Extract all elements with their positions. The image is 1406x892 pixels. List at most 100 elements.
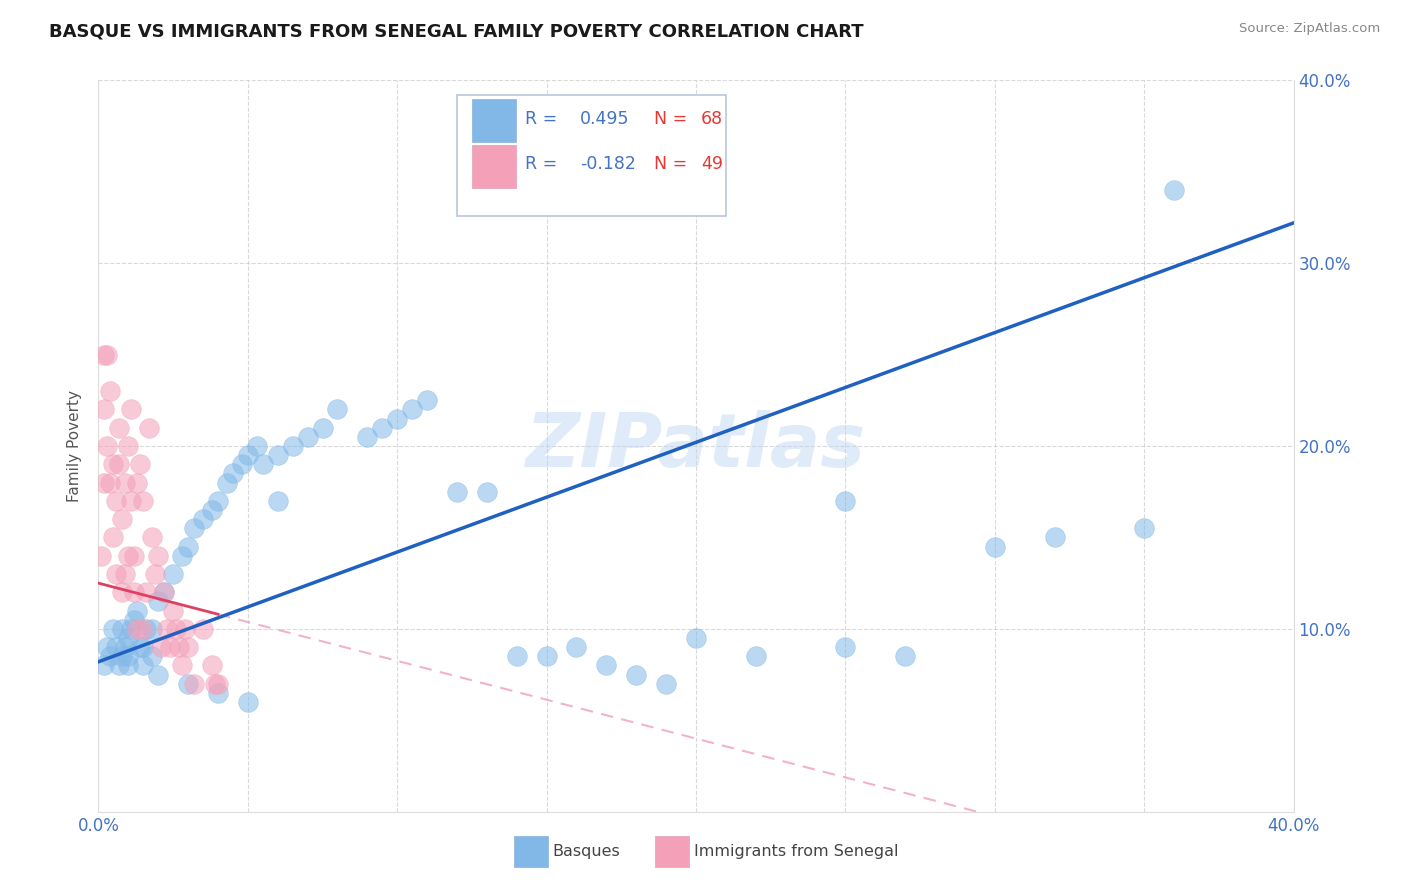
Point xyxy=(135,622,157,636)
Point xyxy=(127,603,149,617)
Point xyxy=(167,640,190,655)
Point xyxy=(246,439,269,453)
Point xyxy=(93,402,115,417)
Point xyxy=(103,530,125,544)
Point xyxy=(111,512,134,526)
Point xyxy=(141,649,163,664)
Point xyxy=(685,631,707,645)
Text: 0.495: 0.495 xyxy=(581,110,630,128)
Point xyxy=(117,439,139,453)
Point xyxy=(215,475,238,490)
Text: N =: N = xyxy=(654,155,693,173)
Text: 68: 68 xyxy=(700,110,723,128)
Point xyxy=(475,484,498,499)
Point xyxy=(356,430,378,444)
Point xyxy=(834,640,856,655)
Point xyxy=(201,503,224,517)
Point xyxy=(129,457,152,471)
Point xyxy=(120,494,142,508)
Point xyxy=(536,649,558,664)
Point xyxy=(1163,183,1185,197)
Point xyxy=(655,676,678,690)
Point xyxy=(207,676,229,690)
Point xyxy=(127,475,149,490)
Point xyxy=(191,512,214,526)
Point xyxy=(117,649,139,664)
Point xyxy=(114,567,136,582)
Point xyxy=(124,549,146,563)
Point xyxy=(132,622,155,636)
FancyBboxPatch shape xyxy=(457,95,725,216)
Point xyxy=(98,649,122,664)
Point xyxy=(183,521,205,535)
Point xyxy=(177,676,200,690)
Point xyxy=(98,475,122,490)
Point xyxy=(96,640,118,655)
Point xyxy=(93,658,115,673)
Text: Basques: Basques xyxy=(553,845,620,860)
Point xyxy=(153,585,176,599)
Point xyxy=(172,549,194,563)
Point xyxy=(117,658,139,673)
Point xyxy=(231,457,253,471)
Point xyxy=(207,494,229,508)
FancyBboxPatch shape xyxy=(472,99,516,143)
Text: BASQUE VS IMMIGRANTS FROM SENEGAL FAMILY POVERTY CORRELATION CHART: BASQUE VS IMMIGRANTS FROM SENEGAL FAMILY… xyxy=(49,22,863,40)
FancyBboxPatch shape xyxy=(472,145,516,188)
Point xyxy=(141,530,163,544)
Point xyxy=(162,603,184,617)
Point xyxy=(984,540,1007,554)
Point xyxy=(326,402,349,417)
Text: -0.182: -0.182 xyxy=(581,155,636,173)
Point xyxy=(148,549,170,563)
Point xyxy=(162,567,184,582)
Text: Immigrants from Senegal: Immigrants from Senegal xyxy=(693,845,898,860)
Point xyxy=(105,494,128,508)
Point xyxy=(96,347,118,362)
FancyBboxPatch shape xyxy=(515,836,548,867)
Point xyxy=(207,686,229,700)
Point xyxy=(371,421,394,435)
Point xyxy=(114,640,136,655)
Point xyxy=(120,622,142,636)
Point xyxy=(626,667,648,681)
Point xyxy=(117,549,139,563)
Point xyxy=(183,676,205,690)
Point xyxy=(105,640,128,655)
Point xyxy=(177,640,200,655)
Point xyxy=(172,658,194,673)
FancyBboxPatch shape xyxy=(655,836,689,867)
Point xyxy=(93,475,115,490)
Point xyxy=(236,448,259,462)
Point xyxy=(127,622,149,636)
Point xyxy=(105,567,128,582)
Point xyxy=(114,475,136,490)
Point xyxy=(252,457,274,471)
Point xyxy=(311,421,333,435)
Point xyxy=(148,667,170,681)
Point xyxy=(191,622,214,636)
Point xyxy=(150,640,173,655)
Point xyxy=(401,402,423,417)
Point xyxy=(138,421,160,435)
Point xyxy=(565,640,588,655)
Point xyxy=(174,622,197,636)
Point xyxy=(90,549,112,563)
Point xyxy=(132,640,155,655)
Point xyxy=(117,631,139,645)
Point xyxy=(98,384,122,398)
Text: 49: 49 xyxy=(700,155,723,173)
Point xyxy=(96,439,118,453)
Point xyxy=(416,393,439,408)
Point xyxy=(165,622,187,636)
Point xyxy=(834,494,856,508)
Point xyxy=(177,540,200,554)
Point xyxy=(141,622,163,636)
Point xyxy=(132,658,155,673)
Point xyxy=(148,594,170,608)
Point xyxy=(446,484,468,499)
Point xyxy=(124,585,146,599)
Point xyxy=(124,613,146,627)
Point xyxy=(297,430,319,444)
Text: ZIPatlas: ZIPatlas xyxy=(526,409,866,483)
